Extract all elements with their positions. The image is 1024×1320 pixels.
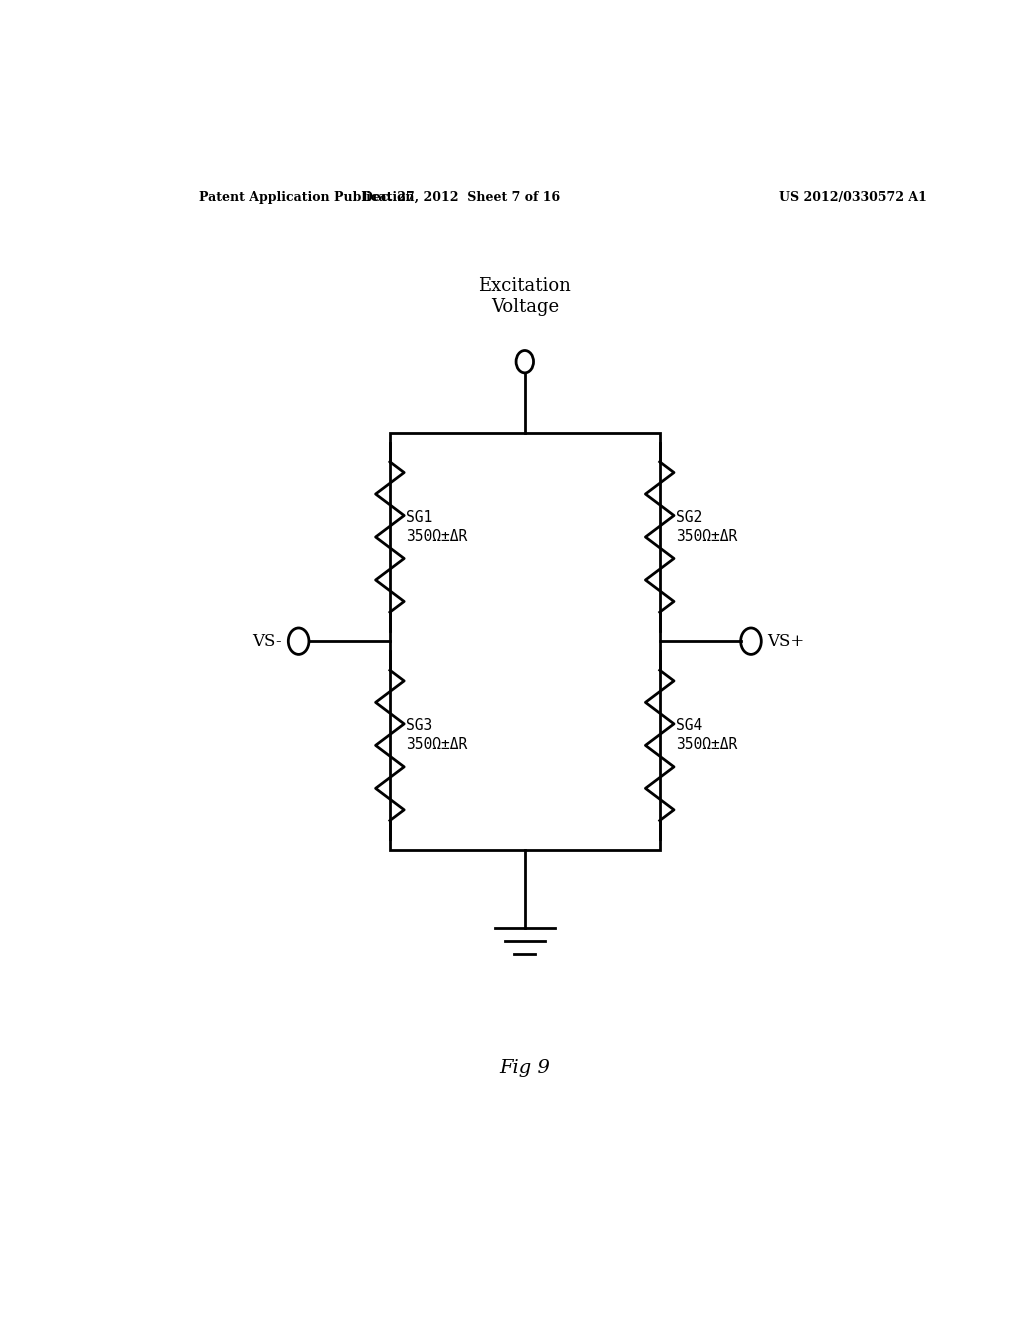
Text: Fig 9: Fig 9 [500,1059,550,1077]
Text: US 2012/0330572 A1: US 2012/0330572 A1 [778,190,927,203]
Text: Excitation
Voltage: Excitation Voltage [478,277,571,315]
Text: SG1
350Ω±ΔR: SG1 350Ω±ΔR [406,510,467,544]
Text: Patent Application Publication: Patent Application Publication [200,190,415,203]
Text: SG2
350Ω±ΔR: SG2 350Ω±ΔR [676,510,737,544]
Text: VS-: VS- [252,632,282,649]
Text: VS+: VS+ [768,632,805,649]
Text: SG3
350Ω±ΔR: SG3 350Ω±ΔR [406,718,467,752]
Text: SG4
350Ω±ΔR: SG4 350Ω±ΔR [676,718,737,752]
Text: Dec. 27, 2012  Sheet 7 of 16: Dec. 27, 2012 Sheet 7 of 16 [362,190,560,203]
